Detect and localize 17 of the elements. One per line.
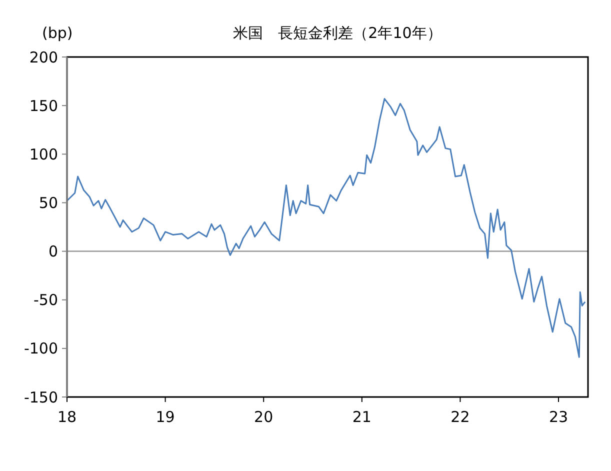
line-series — [66, 98, 586, 358]
y-tick-label: 50 — [38, 194, 58, 212]
x-tick-label: 22 — [450, 408, 470, 426]
y-tick-label: -50 — [34, 291, 58, 310]
y-tick-label: 150 — [29, 96, 58, 115]
x-tick-label: 20 — [254, 408, 274, 426]
x-tick-label: 18 — [57, 408, 77, 426]
y-tick-label: -100 — [24, 340, 58, 358]
y-tick-label: -150 — [24, 388, 58, 406]
y-tick-label: 0 — [48, 242, 58, 261]
y-tick-label: 100 — [29, 145, 58, 164]
y-axis-title: (bp) — [42, 24, 73, 42]
y-tick-label: 200 — [29, 48, 58, 66]
chart-title: 米国 長短金利差（2年10年） — [233, 24, 442, 42]
x-tick-label: 23 — [548, 408, 568, 426]
x-tick-label: 21 — [352, 408, 372, 426]
x-tick-label: 19 — [156, 408, 175, 426]
